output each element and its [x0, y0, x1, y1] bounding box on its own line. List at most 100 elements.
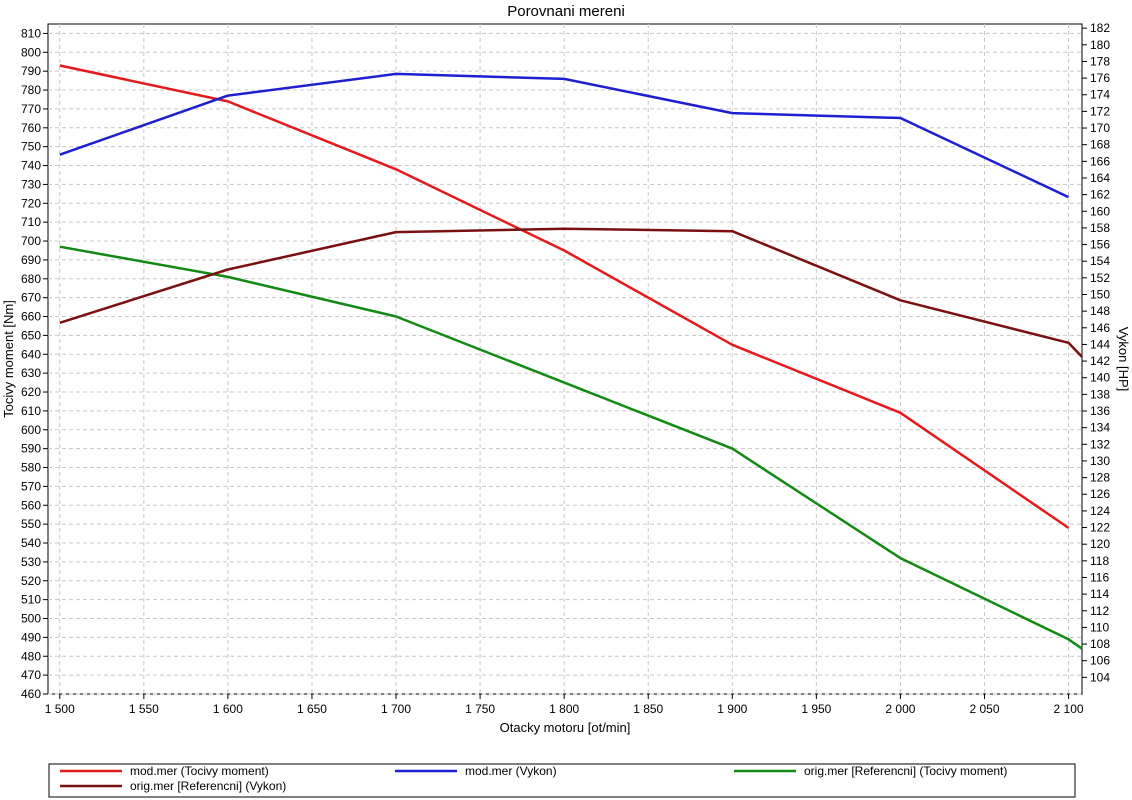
x-tick-label: 2 100: [1054, 702, 1084, 716]
x-tick-label: 1 800: [549, 702, 579, 716]
y-axis-right: 104 106 108 110 112 114 116 118 120 122 124 126 128 1…: [1082, 21, 1110, 684]
y-left-tick-label: 550: [21, 517, 41, 531]
y-right-tick-label: 168: [1090, 138, 1110, 152]
y-right-tick-label: 108: [1090, 637, 1110, 651]
y-left-tick-label: 760: [21, 121, 41, 135]
y-left-tick-label: 730: [21, 177, 41, 191]
y-left-tick-label: 750: [21, 140, 41, 154]
y-left-tick-label: 470: [21, 668, 41, 682]
y-right-tick-label: 170: [1090, 121, 1110, 135]
y-left-tick-label: 700: [21, 234, 41, 248]
series-line-4: [59, 227, 1083, 358]
y-right-tick-label: 166: [1090, 154, 1110, 168]
y-left-tick-label: 770: [21, 102, 41, 116]
y-left-tick-label: 510: [21, 593, 41, 607]
y-left-tick-label: 660: [21, 310, 41, 324]
x-axis-label: Otacky motoru [ot/min]: [500, 720, 631, 735]
y-right-tick-label: 164: [1090, 171, 1110, 185]
y-right-tick-label: 152: [1090, 271, 1110, 285]
x-tick-label: 1 750: [465, 702, 495, 716]
legend-label: mod.mer (Tocivy moment): [130, 764, 269, 778]
y-left-tick-label: 500: [21, 612, 41, 626]
x-tick-label: 1 700: [381, 702, 411, 716]
y-left-tick-label: 680: [21, 272, 41, 286]
y-left-tick-label: 790: [21, 64, 41, 78]
y-left-tick-label: 490: [21, 630, 41, 644]
y-right-tick-label: 158: [1090, 221, 1110, 235]
y-right-tick-label: 154: [1090, 254, 1110, 268]
plot-area: [47, 23, 1083, 695]
legend-label: orig.mer [Referencni] (Vykon): [130, 779, 286, 793]
y-left-tick-label: 720: [21, 196, 41, 210]
y-right-tick-label: 132: [1090, 437, 1110, 451]
y-left-tick-label: 780: [21, 83, 41, 97]
y-left-tick-label: 520: [21, 574, 41, 588]
x-tick-label: 2 050: [969, 702, 999, 716]
y-left-tick-label: 480: [21, 649, 41, 663]
series-line-2: [59, 72, 1070, 199]
x-tick-label: 1 850: [633, 702, 663, 716]
y-left-tick-label: 600: [21, 423, 41, 437]
series-lines: [59, 64, 1083, 650]
y-left-tick-label: 570: [21, 479, 41, 493]
x-tick-label: 1 500: [45, 702, 75, 716]
y-right-tick-label: 174: [1090, 88, 1110, 102]
y-left-tick-label: 650: [21, 328, 41, 342]
y-right-tick-label: 146: [1090, 321, 1110, 335]
y-right-tick-label: 110: [1090, 620, 1109, 634]
y-right-tick-label: 124: [1090, 504, 1110, 518]
y-axis-left: 460 470 480 490 500 510 520 530 540 550 560 570 580 5…: [21, 26, 48, 701]
y-left-tick-label: 460: [21, 687, 41, 701]
y-left-tick-label: 690: [21, 253, 41, 267]
y-left-tick-label: 710: [21, 215, 41, 229]
y-right-tick-label: 128: [1090, 471, 1110, 485]
x-tick-label: 1 900: [717, 702, 747, 716]
x-tick-label: 1 950: [801, 702, 831, 716]
y-left-tick-label: 810: [21, 26, 41, 40]
y-right-tick-label: 182: [1090, 21, 1110, 35]
y-right-tick-label: 112: [1090, 604, 1109, 618]
grid: [48, 24, 1082, 695]
y-left-tick-label: 740: [21, 159, 41, 173]
y-right-tick-label: 126: [1090, 487, 1110, 501]
y-right-tick-label: 120: [1090, 537, 1110, 551]
y-right-tick-label: 150: [1090, 287, 1110, 301]
legend: mod.mer (Tocivy moment) mod.mer (Vykon) or…: [60, 764, 1007, 793]
y-right-tick-label: 148: [1090, 304, 1110, 318]
y-right-tick-label: 116: [1090, 570, 1109, 584]
y-left-tick-label: 800: [21, 45, 41, 59]
y-left-tick-label: 670: [21, 291, 41, 305]
y-right-tick-label: 104: [1090, 670, 1110, 684]
y-right-tick-label: 160: [1090, 204, 1110, 218]
y-left-tick-label: 590: [21, 442, 41, 456]
legend-label: orig.mer [Referencni] (Tocivy moment): [804, 764, 1007, 778]
y-left-tick-label: 640: [21, 347, 41, 361]
x-tick-label: 1 600: [213, 702, 243, 716]
y-left-tick-label: 530: [21, 555, 41, 569]
y-right-tick-label: 130: [1090, 454, 1110, 468]
x-axis: 1 500 1 550 1 600 1 650 1 700 1 750 1 800 1 850…: [45, 694, 1084, 716]
y-right-tick-label: 178: [1090, 54, 1110, 68]
y-right-tick-label: 172: [1090, 104, 1110, 118]
y-right-tick-label: 140: [1090, 371, 1110, 385]
x-tick-label: 1 650: [297, 702, 327, 716]
legend-label: mod.mer (Vykon): [465, 764, 557, 778]
y-right-tick-label: 142: [1090, 354, 1110, 368]
series-line-3: [59, 245, 1083, 650]
x-tick-label: 1 550: [129, 702, 159, 716]
y-right-tick-label: 106: [1090, 654, 1110, 668]
y-right-tick-label: 114: [1090, 587, 1109, 601]
legend-box: [48, 763, 1076, 798]
y-right-tick-label: 162: [1090, 188, 1110, 202]
y-axis-right-label: Vykon [HP]: [1116, 327, 1131, 392]
y-left-tick-label: 630: [21, 366, 41, 380]
y-right-tick-label: 156: [1090, 238, 1110, 252]
y-right-tick-label: 122: [1090, 521, 1110, 535]
y-right-tick-label: 138: [1090, 387, 1110, 401]
y-right-tick-label: 136: [1090, 404, 1110, 418]
x-tick-label: 2 000: [885, 702, 915, 716]
y-axis-left-label: Tocivy moment [Nm]: [1, 300, 16, 418]
y-right-tick-label: 118: [1090, 554, 1109, 568]
series-line-1: [59, 64, 1070, 529]
